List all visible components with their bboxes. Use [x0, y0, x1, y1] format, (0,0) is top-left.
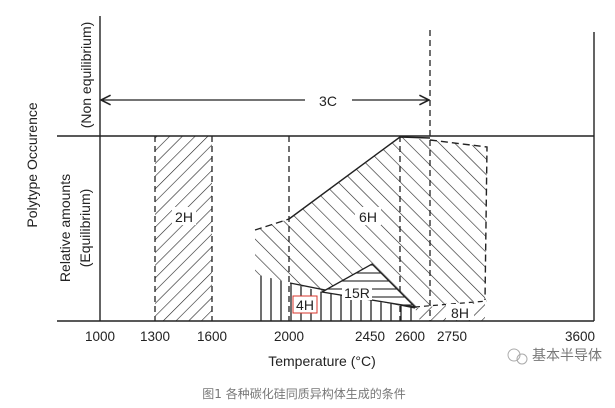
x-tick-label: 1600 — [197, 329, 227, 344]
region-8h-label: 8H — [451, 305, 469, 321]
lower-region-label-1: Relative amounts — [57, 174, 73, 282]
region-4h-label: 4H — [296, 297, 314, 313]
watermark-text: 基本半导体 — [532, 347, 602, 364]
6h-label-bg — [355, 207, 381, 225]
region-15r-label: 15R — [344, 285, 370, 301]
x-tick-label: 1300 — [140, 329, 170, 344]
15r-label-bg — [342, 284, 372, 300]
6h-upper-edge — [288, 136, 431, 220]
4h-highlight-box — [292, 295, 318, 314]
region-2h-label: 2H — [175, 209, 193, 225]
8h-label-bg — [446, 304, 474, 320]
region-2h — [155, 136, 212, 321]
region-6h-label: 6H — [359, 209, 377, 225]
x-tick-label: 2600 — [395, 329, 425, 344]
wechat-icon — [507, 348, 528, 365]
2h-label-bg — [172, 207, 196, 225]
x-tick-label: 3600 — [565, 329, 595, 344]
x-tick-labels: 1000 1300 1600 2000 2450 2600 2750 3600 — [85, 329, 595, 344]
6h-left-dash — [254, 218, 290, 231]
figure-caption: 图1 各种碳化硅同质异构体生成的条件 — [202, 386, 405, 401]
6h-right-dash — [429, 139, 488, 301]
y-axis-label: Polytype Occurence — [24, 102, 40, 227]
x-axis-label: Temperature (°C) — [268, 353, 376, 369]
upper-region-label: (Non equilibrium) — [78, 22, 94, 129]
x-tick-label: 2450 — [355, 329, 385, 344]
x-tick-label: 2000 — [274, 329, 304, 344]
region-3c-label: 3C — [319, 93, 337, 109]
x-tick-label: 2750 — [437, 329, 467, 344]
lower-region-label-2: (Equilibrium) — [77, 189, 93, 268]
x-tick-label: 1000 — [85, 329, 115, 344]
